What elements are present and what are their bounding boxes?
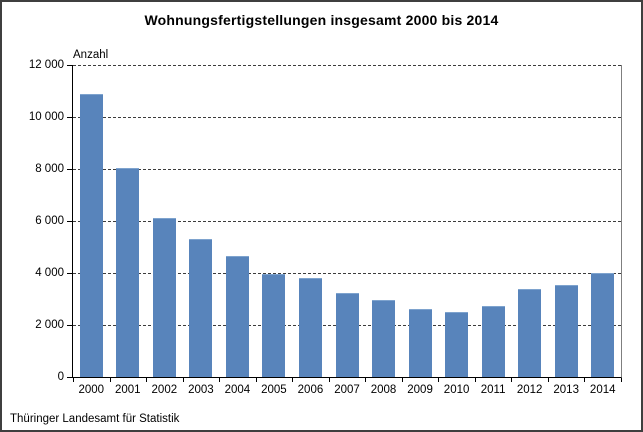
x-tick-label: 2007: [334, 384, 360, 396]
bar-2000: [79, 93, 103, 377]
grid-line: [73, 221, 621, 222]
bar-2002: [152, 218, 176, 377]
x-tick-label: 2011: [480, 384, 506, 396]
x-tick-mark: [146, 378, 148, 382]
grid-line: [73, 65, 621, 66]
x-tick-label: 2005: [261, 384, 287, 396]
grid-line: [73, 117, 621, 118]
chart-title: Wohnungsfertigstellungen insgesamt 2000 …: [144, 12, 499, 28]
x-tick-mark: [621, 378, 622, 382]
bar-2011: [481, 305, 505, 377]
x-tick-label: 2009: [407, 384, 433, 396]
x-tick-label: 2002: [151, 384, 178, 396]
bar-2001: [116, 167, 140, 377]
y-tick-label: 4 000: [35, 267, 64, 279]
y-tick-mark: [67, 169, 72, 170]
y-tick-label: 10 000: [28, 111, 64, 123]
grid-line: [73, 169, 621, 170]
bar-2008: [372, 300, 396, 377]
x-tick-mark: [73, 378, 74, 382]
x-tick-mark: [328, 378, 330, 382]
y-tick-label: 12 000: [28, 59, 64, 71]
bar-2013: [554, 284, 578, 377]
y-tick-mark: [67, 65, 72, 66]
x-tick-mark: [219, 378, 221, 382]
x-tick-label: 2006: [297, 384, 324, 396]
bar-2010: [445, 312, 469, 377]
x-tick-label: 2012: [516, 384, 543, 396]
bar-2007: [335, 292, 359, 377]
y-tick-mark: [67, 325, 72, 326]
x-tick-label: 2000: [78, 384, 105, 396]
y-axis-title: Anzahl: [73, 49, 109, 61]
source-note: Thüringer Landesamt für Statistik: [10, 413, 180, 425]
y-tick-label: 0: [57, 371, 64, 383]
x-tick-mark: [511, 378, 513, 382]
y-tick-mark: [67, 273, 72, 274]
plot-box: [72, 65, 622, 378]
bar-2012: [518, 288, 542, 377]
x-tick-mark: [584, 378, 586, 382]
x-tick-mark: [547, 378, 549, 382]
y-tick-label: 6 000: [35, 215, 64, 227]
x-tick-label: 2013: [553, 384, 579, 396]
x-tick-mark: [255, 378, 257, 382]
x-tick-mark: [109, 378, 111, 382]
x-tick-mark: [182, 378, 184, 382]
x-tick-mark: [474, 378, 476, 382]
bar-2014: [591, 273, 615, 377]
y-tick-mark: [67, 117, 72, 118]
x-tick-label: 2001: [115, 384, 141, 396]
y-tick-label: 8 000: [35, 163, 64, 175]
grid-line: [73, 273, 621, 274]
x-tick-label: 2010: [443, 384, 470, 396]
bar-2005: [262, 274, 286, 377]
x-tick-label: 2008: [370, 384, 397, 396]
y-tick-mark: [67, 377, 72, 378]
x-tick-mark: [365, 378, 367, 382]
x-tick-mark: [401, 378, 403, 382]
x-tick-mark: [438, 378, 440, 382]
bar-2004: [225, 256, 249, 377]
x-tick-mark: [292, 378, 294, 382]
y-tick-mark: [67, 221, 72, 222]
bar-2003: [189, 239, 213, 377]
y-tick-label: 2 000: [35, 319, 64, 331]
bar-2006: [298, 278, 322, 377]
x-tick-label: 2004: [224, 384, 251, 396]
x-tick-label: 2003: [188, 384, 214, 396]
x-tick-label: 2014: [589, 384, 616, 396]
bar-2009: [408, 309, 432, 377]
